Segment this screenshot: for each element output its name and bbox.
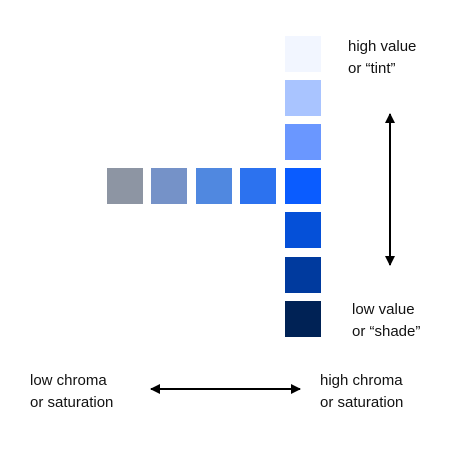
chroma-row	[107, 168, 276, 204]
swatch	[285, 257, 321, 293]
label: or saturation	[320, 394, 403, 411]
swatch	[285, 124, 321, 160]
value-column	[285, 36, 321, 337]
swatch	[285, 212, 321, 248]
swatch	[107, 168, 143, 204]
swatch	[151, 168, 187, 204]
label: or “tint”	[348, 60, 396, 77]
swatch	[196, 168, 232, 204]
label: high value	[348, 38, 416, 55]
swatch	[240, 168, 276, 204]
label: high chroma	[320, 372, 403, 389]
label: low chroma	[30, 372, 107, 389]
label: or “shade”	[352, 323, 420, 340]
swatch	[285, 168, 321, 204]
label: low value	[352, 301, 415, 318]
swatch	[285, 36, 321, 72]
swatch	[285, 80, 321, 116]
swatch	[285, 301, 321, 337]
label: or saturation	[30, 394, 113, 411]
